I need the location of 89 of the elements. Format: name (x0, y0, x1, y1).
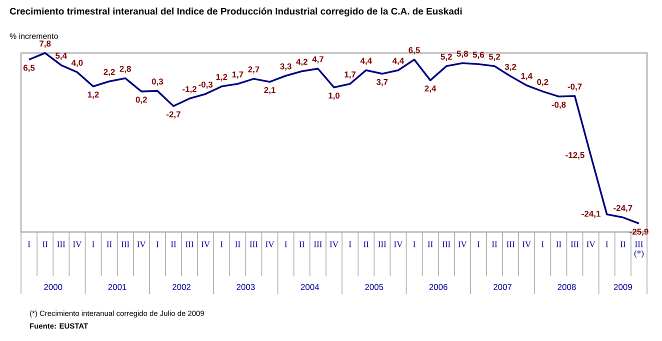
chart-title: Crecimiento trimestral interanual del Indice de Producción Industrial corregido de la C.A. de Euskadi (10, 8, 462, 16)
x-tick-label: I (606, 242, 608, 248)
x-tick-label: I (542, 242, 544, 248)
text: 2005 (365, 284, 384, 290)
data-label: 2,8 (120, 66, 131, 74)
data-label: 1,7 (344, 72, 356, 79)
text: 2004 (300, 284, 320, 290)
data-label: 1,2 (88, 92, 99, 99)
data-label: 4,0 (71, 60, 83, 68)
x-tick-label: II (170, 242, 176, 248)
x-tick-label: II (235, 242, 240, 248)
data-label: 3,7 (376, 78, 388, 86)
text: 2000 (44, 284, 62, 290)
x-tick-label: I (156, 242, 159, 248)
data-label: 6,5 (408, 47, 420, 54)
x-tick-label: I (220, 242, 223, 248)
data-label: 2,1 (264, 87, 276, 94)
x-tick-label: IV (266, 242, 274, 248)
x-tick-label: III (570, 242, 579, 248)
x-tick-label: IV (394, 242, 403, 248)
x-tick-label: III (186, 242, 194, 248)
data-label: 1,0 (328, 92, 340, 100)
x-tick-label: IV (137, 242, 146, 248)
x-tick-label: II (428, 242, 433, 248)
text: 2001 (108, 284, 126, 290)
data-label: 4,7 (312, 56, 324, 64)
text: 2007 (494, 284, 512, 290)
x-tick-label: I (28, 242, 30, 248)
x-tick-label: IV (73, 242, 82, 248)
x-tick-label: III (250, 242, 258, 248)
x-tick-label: III (121, 242, 130, 248)
data-label: 2,7 (248, 66, 260, 74)
data-label: 4,4 (360, 58, 372, 66)
data-label: 5,2 (488, 54, 500, 61)
x-tick-label: III (314, 242, 322, 248)
x-tick-label: II (106, 242, 112, 248)
x-tick-label: IV (458, 242, 467, 248)
x-tick-label: II (492, 242, 498, 248)
x-tick-label: III (378, 242, 386, 248)
x-tick-label: IV (330, 242, 338, 248)
data-label: 7,8 (40, 40, 51, 48)
x-tick-label: II (556, 242, 562, 248)
text: 2006 (429, 284, 448, 290)
data-label: 0,3 (152, 78, 164, 86)
data-label: -0,8 (552, 102, 566, 109)
x-tick-label: III (506, 242, 514, 248)
x-tick-label: I (92, 242, 94, 248)
x-tick-label: I (413, 242, 416, 248)
text: 2002 (172, 284, 191, 290)
x-tick-label: II (620, 242, 626, 248)
data-label: 1,4 (521, 73, 532, 80)
data-label: 2,2 (104, 68, 115, 76)
x-tick-label: III (442, 242, 450, 248)
x-tick-label: IV (586, 242, 596, 248)
x-tick-label: II (42, 242, 48, 248)
x-tick-label: I (477, 242, 480, 248)
data-label: 3,3 (280, 63, 292, 71)
data-label: 3,2 (504, 64, 516, 72)
x-tick-label: II (299, 242, 304, 248)
data-label: 2,4 (424, 86, 436, 93)
data-label: -25,9 (630, 228, 648, 236)
data-label: -12,5 (566, 152, 584, 160)
data-label: 5,6 (472, 52, 484, 59)
text: 2009 (614, 284, 632, 290)
data-label: 5,2 (440, 54, 452, 61)
data-label: 0,2 (537, 79, 548, 86)
data-label: 5,8 (456, 50, 468, 58)
data-label: 6,5 (23, 64, 35, 72)
data-label: 1,2 (216, 74, 228, 82)
data-label: -0,7 (568, 84, 582, 91)
data-label: 5,4 (56, 52, 67, 60)
data-label: -24,1 (582, 210, 600, 218)
data-label: -24,7 (614, 205, 632, 212)
x-tick-label: II (364, 242, 369, 248)
text: 2008 (558, 284, 576, 290)
x-tick-label: I (284, 242, 287, 248)
x-tick-label: I (348, 242, 352, 248)
data-label: -2,7 (166, 111, 180, 119)
data-label: -0,3 (198, 82, 213, 89)
data-label: -1,2 (182, 86, 197, 94)
data-label: 4,2 (296, 58, 308, 66)
data-label: 4,4 (392, 58, 404, 66)
data-label: 0,2 (136, 96, 147, 104)
x-tick-label: III (57, 242, 66, 248)
x-tick-label: IV (522, 242, 531, 248)
x-tick-label: III (*) (634, 242, 644, 258)
data-label: 1,7 (232, 72, 244, 79)
text: 2003 (236, 284, 255, 290)
x-tick-label: IV (201, 242, 210, 248)
